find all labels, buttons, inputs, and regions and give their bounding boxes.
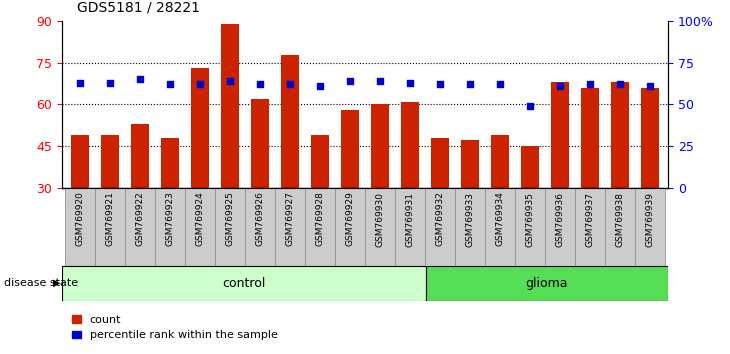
Bar: [401, 102, 419, 188]
Text: GSM769929: GSM769929: [345, 192, 355, 246]
Text: GSM769939: GSM769939: [645, 192, 655, 246]
Text: GSM769923: GSM769923: [166, 192, 174, 246]
Bar: [635, 188, 665, 266]
Text: GSM769924: GSM769924: [196, 192, 204, 246]
Point: [374, 78, 386, 84]
Point: [194, 82, 206, 87]
Bar: [161, 138, 179, 188]
Bar: [611, 82, 629, 188]
Point: [524, 103, 536, 109]
Point: [584, 82, 596, 87]
Point: [434, 82, 446, 87]
Bar: [426, 266, 668, 301]
Bar: [221, 24, 239, 188]
Text: disease state: disease state: [4, 278, 78, 288]
Bar: [365, 188, 395, 266]
Point: [224, 78, 236, 84]
Text: GSM769933: GSM769933: [466, 192, 474, 246]
Point: [284, 82, 296, 87]
Bar: [305, 188, 335, 266]
Bar: [62, 266, 426, 301]
Point: [464, 82, 476, 87]
Bar: [605, 188, 635, 266]
Bar: [425, 188, 455, 266]
Bar: [371, 104, 389, 188]
Point: [494, 82, 506, 87]
Bar: [521, 146, 539, 188]
Text: GSM769937: GSM769937: [585, 192, 594, 246]
Point: [644, 83, 656, 89]
Text: GSM769920: GSM769920: [75, 192, 85, 246]
Bar: [485, 188, 515, 266]
Text: GSM769927: GSM769927: [285, 192, 294, 246]
Bar: [341, 110, 359, 188]
Text: GDS5181 / 28221: GDS5181 / 28221: [77, 0, 199, 14]
Text: GSM769932: GSM769932: [436, 192, 445, 246]
Bar: [431, 138, 449, 188]
Bar: [275, 188, 305, 266]
Text: GSM769921: GSM769921: [106, 192, 115, 246]
Point: [74, 80, 86, 86]
Bar: [581, 88, 599, 188]
Bar: [491, 135, 509, 188]
Bar: [215, 188, 245, 266]
Bar: [311, 135, 329, 188]
Text: GSM769926: GSM769926: [255, 192, 264, 246]
Text: GSM769925: GSM769925: [226, 192, 234, 246]
Bar: [245, 188, 275, 266]
Text: GSM769935: GSM769935: [526, 192, 534, 246]
Point: [314, 83, 326, 89]
Bar: [335, 188, 365, 266]
Bar: [131, 124, 149, 188]
Text: ▶: ▶: [53, 278, 61, 288]
Bar: [125, 188, 155, 266]
Text: GSM769931: GSM769931: [405, 192, 415, 246]
Point: [254, 82, 266, 87]
Bar: [515, 188, 545, 266]
Text: GSM769936: GSM769936: [556, 192, 564, 246]
Text: GSM769928: GSM769928: [315, 192, 325, 246]
Bar: [191, 68, 209, 188]
Bar: [65, 188, 95, 266]
Point: [404, 80, 416, 86]
Text: GSM769934: GSM769934: [496, 192, 504, 246]
Text: GSM769922: GSM769922: [136, 192, 145, 246]
Bar: [101, 135, 119, 188]
Point: [134, 77, 146, 82]
Bar: [545, 188, 575, 266]
Bar: [185, 188, 215, 266]
Bar: [575, 188, 605, 266]
Bar: [461, 141, 479, 188]
Bar: [281, 55, 299, 188]
Point: [104, 80, 116, 86]
Legend: count, percentile rank within the sample: count, percentile rank within the sample: [68, 310, 283, 345]
Point: [344, 78, 356, 84]
Point: [554, 83, 566, 89]
Text: GSM769930: GSM769930: [375, 192, 385, 246]
Text: glioma: glioma: [526, 277, 568, 290]
Point: [614, 82, 626, 87]
Bar: [251, 99, 269, 188]
Text: GSM769938: GSM769938: [615, 192, 624, 246]
Bar: [641, 88, 659, 188]
Bar: [71, 135, 89, 188]
Bar: [95, 188, 125, 266]
Bar: [395, 188, 425, 266]
Bar: [155, 188, 185, 266]
Bar: [455, 188, 485, 266]
Text: control: control: [222, 277, 266, 290]
Point: [164, 82, 176, 87]
Bar: [551, 82, 569, 188]
